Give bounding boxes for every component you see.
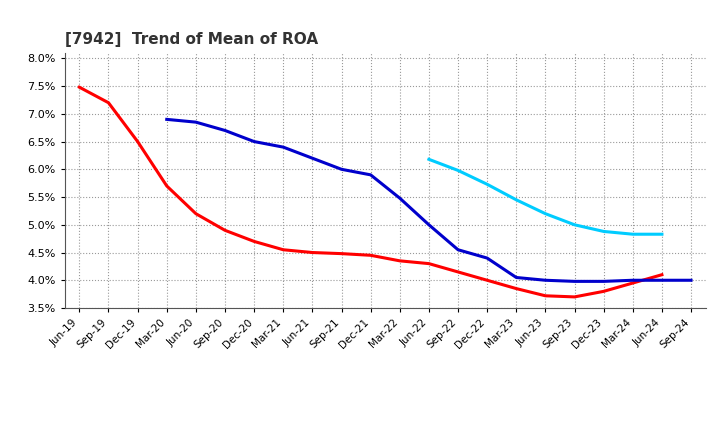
5 Years: [220, 128, 229, 133]
5 Years: [570, 279, 579, 284]
3 Years: [192, 211, 200, 216]
3 Years: [454, 269, 462, 275]
3 Years: [657, 272, 666, 277]
Text: [7942]  Trend of Mean of ROA: [7942] Trend of Mean of ROA: [65, 33, 318, 48]
5 Years: [163, 117, 171, 122]
3 Years: [366, 253, 375, 258]
3 Years: [279, 247, 287, 253]
5 Years: [512, 275, 521, 280]
5 Years: [425, 222, 433, 227]
3 Years: [425, 261, 433, 266]
5 Years: [629, 278, 637, 283]
7 Years: [454, 168, 462, 173]
3 Years: [395, 258, 404, 264]
5 Years: [454, 247, 462, 253]
7 Years: [483, 182, 492, 187]
3 Years: [570, 294, 579, 300]
3 Years: [104, 100, 113, 105]
5 Years: [337, 167, 346, 172]
3 Years: [308, 250, 317, 255]
5 Years: [483, 256, 492, 261]
5 Years: [657, 278, 666, 283]
7 Years: [425, 157, 433, 162]
Line: 7 Years: 7 Years: [429, 159, 662, 234]
Line: 3 Years: 3 Years: [79, 87, 662, 297]
3 Years: [337, 251, 346, 256]
5 Years: [308, 156, 317, 161]
3 Years: [220, 227, 229, 233]
5 Years: [541, 278, 550, 283]
3 Years: [133, 139, 142, 144]
3 Years: [541, 293, 550, 298]
5 Years: [366, 172, 375, 177]
7 Years: [570, 222, 579, 227]
3 Years: [599, 289, 608, 294]
7 Years: [599, 229, 608, 234]
5 Years: [687, 278, 696, 283]
3 Years: [629, 280, 637, 286]
3 Years: [250, 239, 258, 244]
7 Years: [512, 197, 521, 202]
5 Years: [192, 120, 200, 125]
3 Years: [483, 278, 492, 283]
3 Years: [75, 84, 84, 90]
5 Years: [250, 139, 258, 144]
3 Years: [512, 286, 521, 291]
7 Years: [541, 211, 550, 216]
Line: 5 Years: 5 Years: [167, 119, 691, 281]
5 Years: [395, 195, 404, 201]
3 Years: [163, 183, 171, 189]
7 Years: [629, 231, 637, 237]
5 Years: [279, 144, 287, 150]
5 Years: [599, 279, 608, 284]
7 Years: [657, 231, 666, 237]
